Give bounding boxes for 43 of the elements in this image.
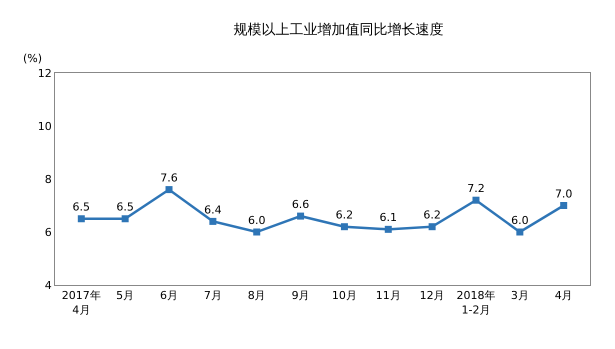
point	[122, 215, 129, 222]
data-label: 6.5	[116, 200, 134, 214]
point	[78, 215, 85, 222]
data-label: 7.0	[554, 187, 572, 200]
point	[253, 228, 260, 236]
x-tick-label: 3月	[510, 289, 529, 302]
data-label: 7.6	[160, 171, 178, 184]
x-tick-label: 6月	[160, 289, 178, 302]
x-tick-label: 2017年 4月	[62, 289, 101, 316]
point	[516, 228, 524, 236]
y-tick-label: 4	[44, 278, 52, 292]
x-tick-label: 12月	[420, 289, 445, 302]
point	[472, 196, 480, 204]
point	[384, 226, 392, 233]
point	[428, 223, 436, 230]
y-tick-label: 8	[44, 172, 52, 186]
y-tick-label: 6	[44, 226, 52, 239]
point	[166, 186, 173, 194]
point	[340, 223, 348, 230]
data-label: 6.1	[380, 211, 398, 224]
data-label: 6.0	[248, 214, 266, 227]
x-tick-label: 11月	[376, 289, 401, 302]
x-tick-label: 4月	[554, 289, 573, 302]
x-tick-label: 10月	[332, 289, 357, 302]
x-tick-label: 8月	[248, 289, 266, 302]
x-tick-label: 2018年 1-2月	[456, 289, 496, 316]
x-tick-label: 7月	[204, 289, 222, 302]
data-label: 6.4	[204, 203, 222, 216]
data-label: 6.0	[511, 214, 529, 227]
y-axis-title: (%)	[23, 52, 42, 65]
data-label: 6.6	[292, 198, 310, 211]
y-tick-label: 12	[38, 66, 52, 80]
x-tick-label: 5月	[116, 289, 134, 302]
y-tick-label: 10	[38, 120, 52, 133]
point	[209, 218, 216, 225]
data-label: 7.2	[467, 182, 485, 196]
data-label: 6.2	[336, 208, 354, 222]
point	[297, 212, 304, 220]
point	[560, 202, 568, 209]
data-label: 6.5	[72, 200, 90, 214]
data-label: 6.2	[423, 208, 441, 222]
chart-title: 规模以上工业增加值同比增长速度	[233, 22, 444, 38]
x-tick-label: 9月	[292, 289, 310, 302]
